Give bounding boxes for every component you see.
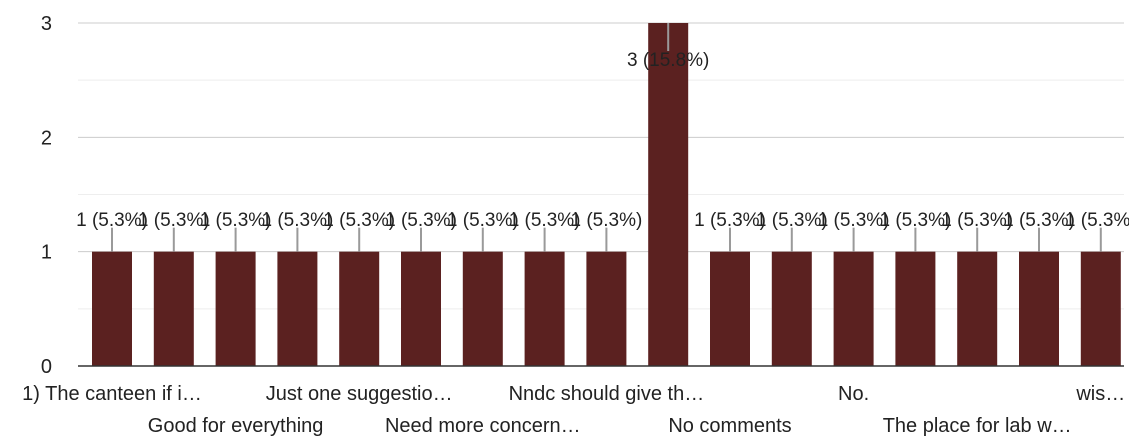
data-label: 1 (5.3%): [1065, 210, 1129, 231]
data-label: 3 (15.8%): [627, 50, 709, 71]
bar: [1080, 251, 1121, 366]
bar: [277, 251, 318, 366]
data-label: 1 (5.3%): [941, 210, 1013, 231]
y-axis-ticks: 0 1 2 3: [41, 13, 52, 378]
bar: [771, 251, 812, 366]
x-tick-label: The place for lab w…: [883, 415, 1072, 437]
bar: [648, 23, 689, 366]
bar: [339, 251, 380, 366]
x-tick-label: No comments: [668, 415, 791, 437]
x-axis-labels: 1) The canteen if i… Good for everything J…: [22, 383, 1125, 437]
y-tick-label: 0: [41, 356, 52, 378]
y-tick-label: 3: [41, 13, 52, 35]
data-label: 1 (5.3%): [385, 210, 457, 231]
data-label: 1 (5.3%): [138, 210, 210, 231]
x-tick-label: Nndc should give th…: [509, 383, 705, 405]
bar: [153, 251, 194, 366]
bar: [92, 251, 132, 366]
bar: [586, 251, 627, 366]
bar: [1019, 251, 1059, 366]
data-label: 1 (5.3%): [756, 210, 828, 231]
data-label: 1 (5.3%): [447, 210, 519, 231]
x-tick-label: wis…: [1075, 383, 1125, 405]
data-label: 1 (5.3%): [323, 210, 395, 231]
data-label: 1 (5.3%): [1003, 210, 1075, 231]
data-label: 1 (5.3%): [570, 210, 642, 231]
data-label: 1 (5.3%): [200, 210, 272, 231]
y-tick-label: 2: [41, 127, 52, 149]
x-tick-label: 1) The canteen if i…: [22, 383, 202, 405]
y-tick-label: 1: [41, 242, 52, 264]
bar: [215, 251, 256, 366]
x-tick-label: Just one suggestio…: [266, 383, 453, 405]
bars: [92, 23, 1121, 366]
bar: [833, 251, 874, 366]
bar: [710, 251, 750, 366]
bar: [401, 251, 441, 366]
data-label: 1 (5.3%): [76, 210, 148, 231]
x-tick-label: Need more concern…: [385, 415, 581, 437]
data-label: 1 (5.3%): [261, 210, 333, 231]
data-label: 1 (5.3%): [509, 210, 581, 231]
data-labels: 1 (5.3%)1 (5.3%)1 (5.3%)1 (5.3%)1 (5.3%)…: [76, 23, 1129, 252]
data-label: 1 (5.3%): [818, 210, 890, 231]
data-label: 1 (5.3%): [879, 210, 951, 231]
bar: [957, 251, 998, 366]
x-tick-label: No.: [838, 383, 869, 405]
data-label: 1 (5.3%): [694, 210, 766, 231]
bar: [524, 251, 565, 366]
x-tick-label: Good for everything: [148, 415, 324, 437]
bar: [462, 251, 503, 366]
bar: [895, 251, 936, 366]
